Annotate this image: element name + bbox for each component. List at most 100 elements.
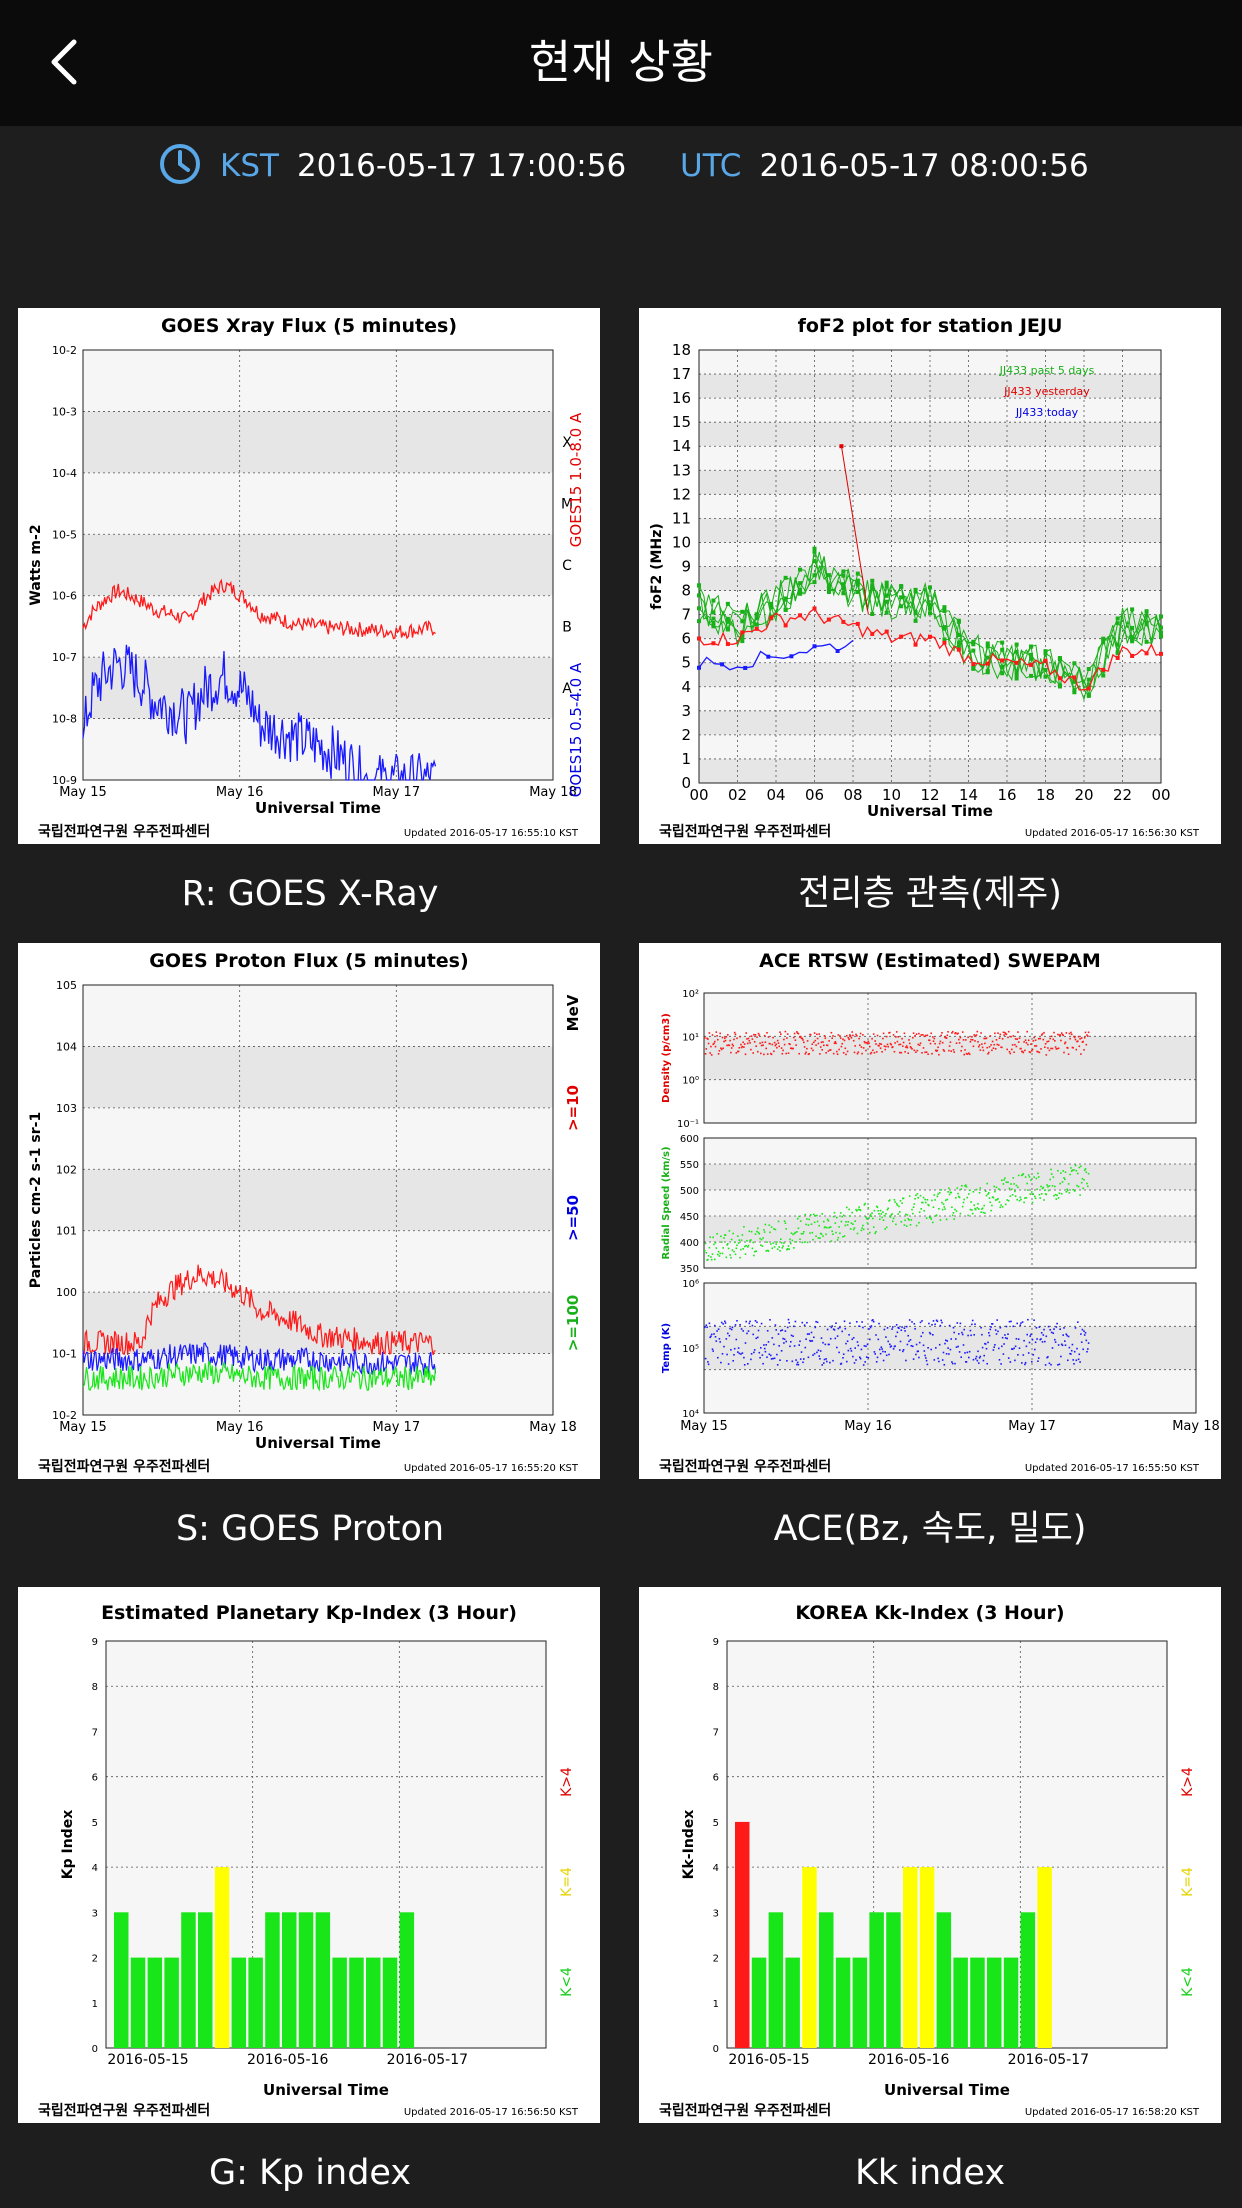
ace-point: [890, 1214, 893, 1216]
ace-point: [707, 1042, 710, 1045]
ace-point: [781, 1329, 784, 1331]
fof2-point: [1000, 671, 1005, 676]
ace-point: [1004, 1203, 1007, 1206]
ace-point: [975, 1034, 978, 1036]
ace-point: [915, 1033, 918, 1035]
ace-point: [902, 1197, 905, 1200]
ace-point: [901, 1326, 903, 1328]
ace-point: [796, 1231, 798, 1233]
ace-point: [983, 1204, 985, 1207]
ace-point: [773, 1343, 775, 1346]
ace-point: [1075, 1169, 1078, 1172]
ace-point: [1006, 1048, 1008, 1051]
ace-point: [1077, 1035, 1080, 1038]
k-index-bar: [852, 1957, 868, 2048]
ace-point: [945, 1353, 948, 1355]
ace-point: [926, 1199, 929, 1201]
ace-point: [753, 1041, 756, 1043]
y-tick-label: 10-1: [52, 1348, 77, 1361]
ace-point: [1014, 1195, 1017, 1197]
fof2-point: [1043, 651, 1048, 656]
ace-point: [791, 1360, 794, 1363]
fof2-point: [913, 618, 918, 623]
ace-point: [981, 1207, 984, 1210]
ace-point: [961, 1031, 964, 1033]
ace-point: [868, 1217, 870, 1219]
ace-point: [818, 1355, 820, 1357]
y-tick-label: 16: [672, 389, 691, 407]
y-tick-label: 550: [680, 1160, 699, 1171]
ace-point: [888, 1353, 890, 1356]
ace-point: [948, 1353, 950, 1355]
k-index-bar: [919, 1867, 935, 2048]
x-axis-label: Universal Time: [867, 802, 993, 820]
back-arrow-icon[interactable]: [44, 34, 84, 90]
ace-point: [771, 1337, 774, 1339]
ace-point: [970, 1334, 972, 1337]
xray-chart: GOES Xray Flux (5 minutes)10-210-310-410…: [28, 315, 585, 840]
xray-chart-panel[interactable]: GOES Xray Flux (5 minutes) 10-2 10-3 10-4 10…: [18, 308, 600, 844]
ace-point: [909, 1224, 912, 1226]
ace-point: [931, 1324, 933, 1326]
ace-point: [879, 1047, 882, 1049]
ace-point: [901, 1037, 903, 1040]
ace-point: [1068, 1346, 1071, 1349]
ace-point: [811, 1043, 814, 1045]
ace-point: [775, 1329, 777, 1331]
ace-point: [740, 1353, 742, 1355]
ace-point: [981, 1043, 983, 1045]
ace-point: [743, 1043, 746, 1045]
ace-point: [1002, 1353, 1005, 1355]
plot-band: [704, 1326, 1196, 1370]
ace-point: [996, 1198, 998, 1201]
plot-band: [83, 1230, 553, 1293]
proton-chart-panel[interactable]: GOES Proton Flux (5 minutes) 105 104 103 102…: [18, 943, 600, 1479]
kp-chart-panel[interactable]: Estimated Planetary Kp-Index (3 Hour) 0 1 2…: [18, 1587, 600, 2123]
ace-point: [899, 1051, 901, 1054]
ace-point: [816, 1220, 819, 1223]
ace-point: [866, 1222, 869, 1224]
ace-point: [1022, 1173, 1025, 1175]
ace-point: [998, 1044, 1000, 1046]
ace-point: [1041, 1033, 1044, 1035]
ace-point: [769, 1043, 771, 1045]
y-tick-label: 3: [92, 1908, 98, 1919]
ace-chart-panel[interactable]: ACE RTSW (Estimated) SWEPAM 10² 10¹ 10⁰ 10⁻¹…: [639, 943, 1221, 1479]
ace-point: [1018, 1037, 1021, 1039]
fof2-point: [1000, 665, 1005, 670]
fof2-point: [884, 593, 889, 598]
fof2-point: [985, 644, 990, 649]
ace-point: [759, 1356, 761, 1359]
plot-frame: [698, 349, 1162, 784]
ace-point: [859, 1208, 861, 1211]
k-index-bar: [181, 1912, 196, 2048]
kk-chart-panel[interactable]: KOREA Kk-Index (3 Hour) 0 1 2 3 4 5 6 7 8 9 Kk-Inde…: [639, 1587, 1221, 2123]
ace-point: [790, 1242, 792, 1245]
ace-point: [1080, 1341, 1083, 1343]
ace-point: [918, 1032, 920, 1035]
ace-point: [743, 1245, 746, 1248]
ace-point: [867, 1357, 870, 1359]
ace-point: [887, 1045, 889, 1048]
fof2-point: [725, 616, 730, 621]
flare-class-label: B: [562, 619, 572, 635]
ace-point: [1042, 1334, 1045, 1336]
fof2-point: [1000, 640, 1005, 645]
ace-point: [889, 1042, 892, 1045]
ace-point: [750, 1048, 752, 1051]
fof2-chart-panel[interactable]: foF2 plot for station JEJU 0 1 2 3 4 5 6 7 8 9 10 11…: [639, 308, 1221, 844]
ace-point: [1074, 1038, 1077, 1041]
fof2-point: [1029, 652, 1034, 657]
ace-point: [872, 1226, 875, 1228]
ace-point: [962, 1039, 965, 1041]
ace-point: [995, 1186, 998, 1189]
ace-point: [783, 1038, 785, 1041]
ace-point: [870, 1215, 873, 1218]
ace-point: [1016, 1038, 1018, 1040]
ace-point: [706, 1326, 708, 1328]
ace-point: [736, 1037, 738, 1040]
ace-point: [941, 1041, 944, 1044]
ace-point: [1040, 1193, 1043, 1195]
ace-point: [971, 1212, 974, 1215]
ace-point: [867, 1207, 870, 1209]
